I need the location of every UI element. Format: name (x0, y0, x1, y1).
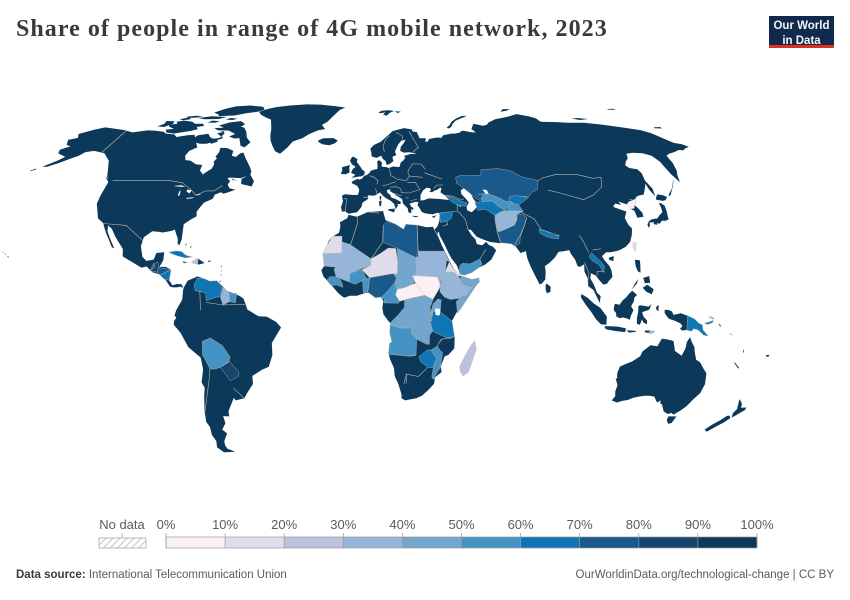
svg-text:40%: 40% (389, 517, 415, 532)
svg-text:30%: 30% (330, 517, 356, 532)
svg-text:20%: 20% (271, 517, 297, 532)
svg-text:100%: 100% (740, 517, 774, 532)
svg-text:90%: 90% (685, 517, 711, 532)
svg-text:60%: 60% (508, 517, 534, 532)
svg-text:70%: 70% (567, 517, 593, 532)
svg-text:10%: 10% (212, 517, 238, 532)
svg-text:80%: 80% (626, 517, 652, 532)
svg-text:50%: 50% (448, 517, 474, 532)
svg-text:0%: 0% (157, 517, 176, 532)
svg-text:No data: No data (99, 517, 145, 532)
